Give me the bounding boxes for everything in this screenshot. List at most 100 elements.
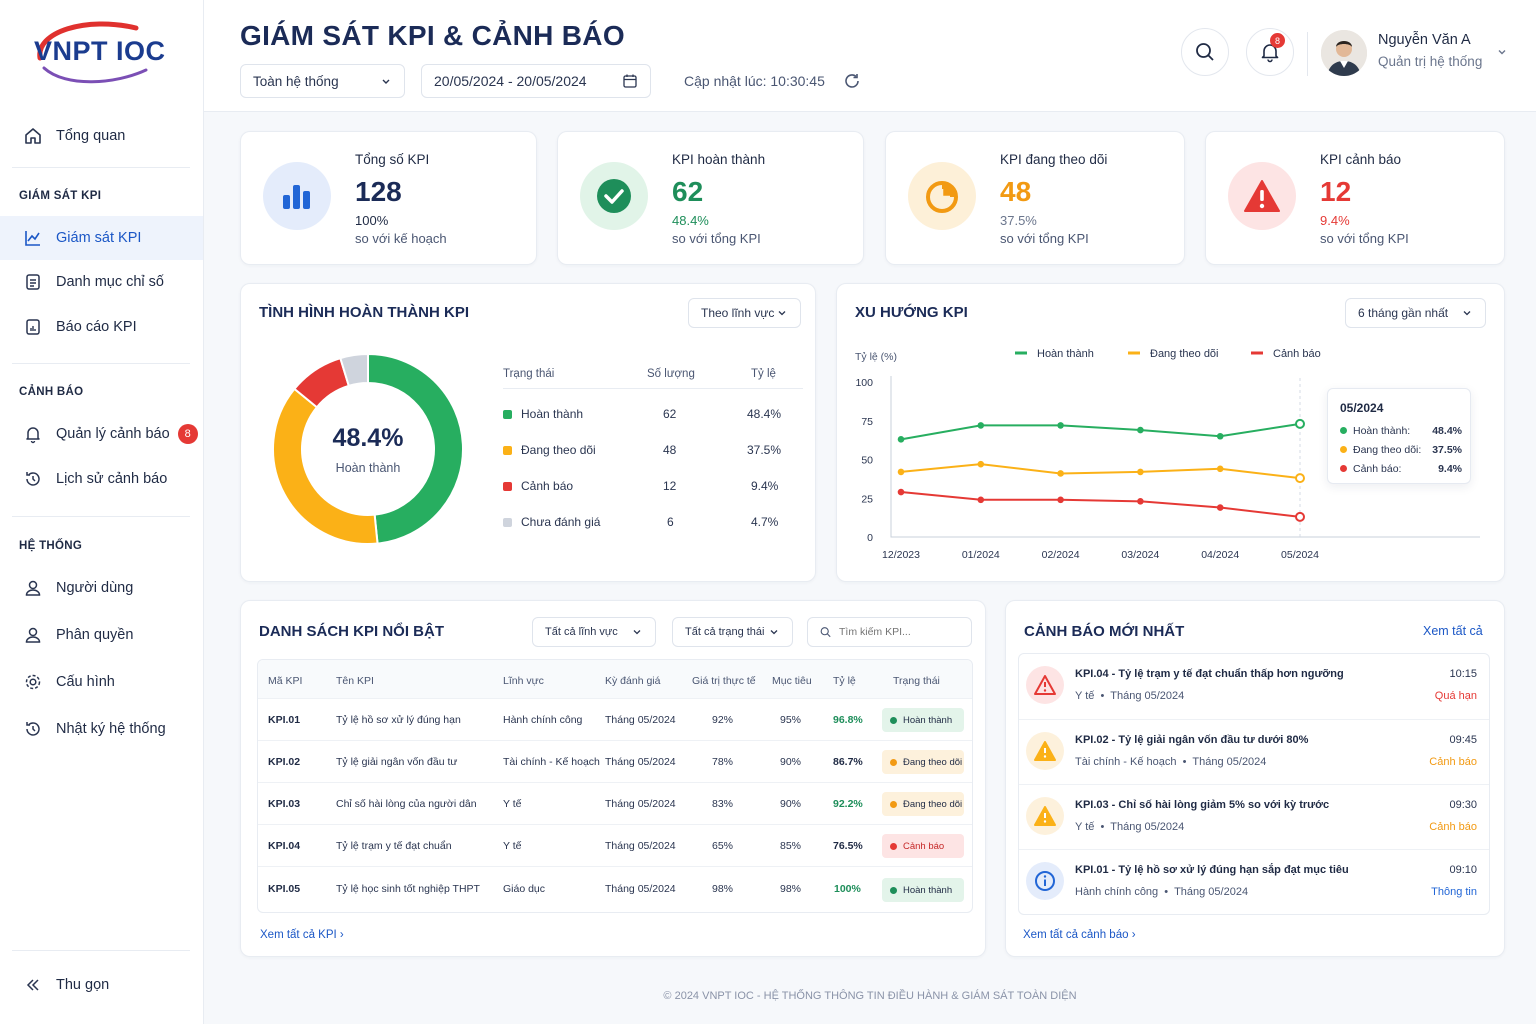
nav-overview[interactable]: Tổng quan	[0, 114, 203, 158]
donut-slice-1[interactable]	[272, 387, 379, 545]
field-filter[interactable]: Tất cả lĩnh vực	[532, 617, 656, 647]
nav-alert-manage[interactable]: Quản lý cảnh báo 8	[0, 412, 203, 456]
table-row[interactable]: KPI.01 Tỷ lệ hồ sơ xử lý đúng hạn Hành c…	[258, 698, 972, 740]
stat-card-alerts[interactable]: KPI cảnh báo 12 9.4% so với tổng KPI	[1205, 131, 1505, 265]
tooltip-label: Đang theo dõi:	[1353, 444, 1422, 456]
data-point[interactable]	[977, 496, 985, 504]
data-point[interactable]	[1295, 511, 1305, 522]
data-point[interactable]	[977, 422, 985, 429]
cell-rate: 96.8%	[833, 714, 863, 726]
nav-config[interactable]: Cấu hình	[0, 660, 203, 704]
view-all-kpi-link[interactable]: Xem tất cả KPI ›	[260, 929, 344, 941]
report-icon	[22, 316, 44, 338]
field-filter-value: Tất cả lĩnh vực	[545, 626, 618, 638]
trend-card: XU HƯỚNG KPI 6 tháng gần nhất Tỷ lệ (%) 0…	[836, 283, 1505, 582]
stat-sub: so với kế hoạch	[355, 231, 447, 246]
nav-permissions[interactable]: Phân quyền	[0, 613, 203, 657]
section-alerts: CẢNH BÁO	[19, 386, 84, 398]
legend-count: 6	[667, 515, 674, 529]
data-point[interactable]	[1216, 504, 1224, 511]
col-header: Mục tiêu	[772, 675, 812, 687]
data-point[interactable]	[897, 436, 905, 443]
data-point[interactable]	[1057, 496, 1064, 504]
nav-kpi-catalog[interactable]: Danh mục chỉ số	[0, 260, 203, 304]
nav-kpi-catalog-label: Danh mục chỉ số	[56, 274, 164, 290]
alert-field: Tài chính - Kế hoạch	[1075, 756, 1177, 768]
cell-period: Tháng 05/2024	[605, 883, 676, 895]
data-point[interactable]	[1295, 473, 1305, 484]
cell-name: Tỷ lệ học sinh tốt nghiệp THPT	[336, 883, 480, 895]
table-row[interactable]: KPI.04 Tỷ lệ trạm y tế đạt chuẩn Y tế Th…	[258, 824, 972, 866]
completion-filter[interactable]: Theo lĩnh vực	[688, 298, 801, 328]
stat-value: 48	[1000, 176, 1032, 207]
divider	[1307, 32, 1308, 76]
trend-filter[interactable]: 6 tháng gần nhất	[1345, 298, 1486, 328]
view-all-alerts-link[interactable]: Xem tất cả cảnh báo ›	[1023, 929, 1136, 941]
cell-actual: 98%	[712, 883, 734, 895]
completion-donut-chart	[272, 352, 464, 545]
completion-card: TÌNH HÌNH HOÀN THÀNH KPI Theo lĩnh vực 4…	[240, 283, 816, 582]
page-title: GIÁM SÁT KPI & CẢNH BÁO	[240, 20, 625, 51]
collapse-button[interactable]: Thu gọn	[0, 963, 203, 1007]
data-point[interactable]	[1137, 498, 1144, 505]
kpi-search[interactable]	[807, 617, 972, 647]
data-point[interactable]	[1057, 422, 1064, 429]
alert-time: 10:15	[1449, 668, 1477, 680]
brand-logo[interactable]: VNPT IOC	[26, 18, 176, 86]
scope-select[interactable]: Toàn hệ thống	[240, 64, 405, 98]
section-kpi: GIÁM SÁT KPI	[19, 190, 102, 202]
data-point[interactable]	[1137, 468, 1144, 476]
date-range-picker[interactable]: 20/05/2024 - 20/05/2024	[421, 64, 651, 98]
stat-card-total[interactable]: Tổng số KPI 128 100% so với kế hoạch	[240, 131, 537, 265]
y-tick-label: 0	[867, 532, 873, 544]
alert-title: KPI.02 - Tỷ lệ giải ngân vốn đầu tư dưới…	[1075, 734, 1309, 746]
nav-system-log[interactable]: Nhật ký hệ thống	[0, 707, 203, 751]
warning-icon	[1228, 162, 1296, 230]
stat-value: 62	[672, 176, 704, 207]
table-row[interactable]: KPI.05 Tỷ lệ học sinh tốt nghiệp THPT Gi…	[258, 866, 972, 912]
info-icon	[1026, 862, 1064, 900]
logo-swoosh-icon	[37, 21, 148, 84]
kpi-search-input[interactable]	[839, 626, 959, 638]
refresh-icon[interactable]	[842, 71, 862, 91]
logo-text: VNPT IOC	[34, 36, 166, 66]
tooltip-row: Đang theo dõi: 37.5%	[1340, 444, 1462, 456]
alert-item[interactable]: KPI.01 - Tỷ lệ hồ sơ xử lý đúng hạn sắp …	[1019, 849, 1489, 914]
list-doc-icon	[22, 271, 44, 293]
status-filter[interactable]: Tất cả trạng thái	[672, 617, 793, 647]
nav-kpi-monitor[interactable]: Giám sát KPI	[0, 216, 203, 260]
data-point[interactable]	[1295, 418, 1305, 429]
search-button[interactable]	[1181, 28, 1229, 76]
data-point[interactable]	[1137, 426, 1144, 434]
data-point[interactable]	[1057, 470, 1064, 477]
data-point[interactable]	[1216, 465, 1224, 473]
divider	[12, 516, 190, 517]
alerts-card: CẢNH BÁO MỚI NHẤT Xem tất cả KPI.04 - Tỷ…	[1005, 600, 1505, 957]
alert-item[interactable]: KPI.02 - Tỷ lệ giải ngân vốn đầu tư dưới…	[1019, 719, 1489, 784]
donut-slice-3[interactable]	[339, 352, 369, 388]
table-row[interactable]: KPI.02 Tỷ lệ giải ngân vốn đầu tư Tài ch…	[258, 740, 972, 782]
data-point[interactable]	[897, 468, 905, 476]
stat-value: 128	[355, 176, 402, 207]
chevron-down-icon[interactable]	[1496, 46, 1508, 58]
notification-button[interactable]: 8	[1246, 28, 1294, 76]
stat-card-completed[interactable]: KPI hoàn thành 62 48.4% so với tổng KPI	[557, 131, 864, 265]
scope-select-value: Toàn hệ thống	[253, 73, 339, 89]
donut-slice-0[interactable]	[367, 352, 464, 545]
data-point[interactable]	[897, 488, 905, 496]
cell-target: 85%	[780, 840, 802, 852]
view-all-alerts-top[interactable]: Xem tất cả	[1423, 624, 1483, 638]
stat-card-watching[interactable]: KPI đang theo dõi 48 37.5% so với tổng K…	[885, 131, 1185, 265]
data-point[interactable]	[977, 460, 985, 468]
status-text: Hoàn thành	[903, 714, 953, 726]
nav-users[interactable]: Người dùng	[0, 566, 203, 610]
cell-field: Y tế	[503, 840, 522, 852]
data-point[interactable]	[1216, 432, 1224, 440]
alert-item[interactable]: KPI.03 - Chỉ số hài lòng giảm 5% so với …	[1019, 784, 1489, 849]
chevron-down-icon	[382, 79, 390, 84]
alert-item[interactable]: KPI.04 - Tỷ lệ trạm y tế đạt chuẩn thấp …	[1019, 654, 1489, 719]
nav-alert-history[interactable]: Lịch sử cảnh báo	[0, 457, 203, 501]
avatar[interactable]	[1321, 30, 1367, 76]
table-row[interactable]: KPI.03 Chỉ số hài lòng của người dân Y t…	[258, 782, 972, 824]
nav-kpi-report[interactable]: Báo cáo KPI	[0, 305, 203, 349]
